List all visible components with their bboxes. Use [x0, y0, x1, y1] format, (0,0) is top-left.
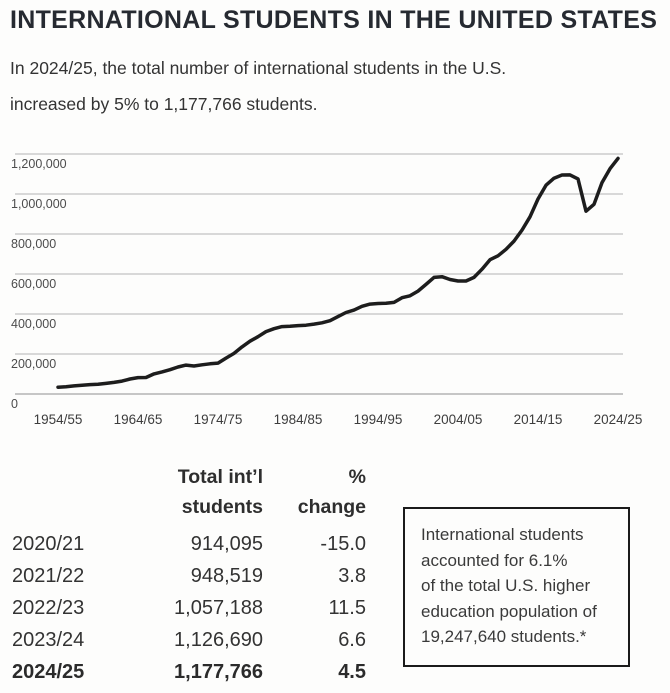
table-cell-change: 3.8	[338, 564, 366, 587]
table-header-change: % change	[297, 466, 366, 518]
table-cell-year: 2024/25	[12, 660, 85, 683]
table-cell-total: 914,095	[190, 532, 263, 555]
table-cell-year: 2023/24	[12, 628, 85, 651]
y-axis-tick-label: 600,000	[11, 277, 56, 291]
y-axis-tick-label: 0	[11, 397, 18, 411]
table-cell-year: 2022/23	[12, 596, 85, 619]
y-axis-tick-label: 1,000,000	[11, 197, 67, 211]
subtitle: In 2024/25, the total number of internat…	[10, 58, 507, 114]
chart-svg: 0 200,000 400,000 600,000 800,000 1,000,000 1,…	[11, 153, 643, 427]
table-cell-total: 1,126,690	[174, 628, 263, 651]
table-cell-change: 6.6	[338, 628, 366, 651]
y-axis-tick-label: 800,000	[11, 237, 56, 251]
y-axis-tick-label: 1,200,000	[11, 157, 67, 171]
students-trend-line	[56, 156, 620, 389]
table-cell-total: 1,057,188	[174, 596, 263, 619]
table-cell-change: 11.5	[328, 596, 366, 619]
x-axis-tick-label: 1984/85	[274, 412, 323, 427]
students-line-chart: 0 200,000 400,000 600,000 800,000 1,000,000 1,…	[0, 140, 670, 435]
x-axis-tick-label: 2004/05	[434, 412, 483, 427]
table-row: 2021/22 948,519 3.8	[12, 560, 366, 592]
callout-text: International students accounted for 6.1…	[421, 525, 597, 646]
table-cell-year: 2020/21	[12, 532, 85, 555]
table-header-year	[12, 462, 102, 522]
x-axis-tick-label: 2024/25	[594, 412, 643, 427]
table-row: 2020/21 914,095 -15.0	[12, 528, 366, 560]
table-row-current-year: 2024/25 1,177,766 4.5	[12, 656, 366, 688]
table-row: 2023/24 1,126,690 6.6	[12, 624, 366, 656]
table-header-row: Total int’l students % change	[12, 462, 366, 522]
x-axis-tick-label: 1954/55	[34, 412, 83, 427]
table-cell-change: 4.5	[338, 660, 366, 683]
table-cell-year: 2021/22	[12, 564, 85, 587]
table-cell-total: 948,519	[190, 564, 263, 587]
x-axis-tick-label: 2014/15	[514, 412, 563, 427]
y-axis-tick-label: 400,000	[11, 317, 56, 331]
page-title: INTERNATIONAL STUDENTS IN THE UNITED STA…	[10, 6, 658, 34]
callout-box: International students accounted for 6.1…	[403, 507, 630, 667]
x-axis-tick-label: 1974/75	[194, 412, 243, 427]
y-axis-tick-label: 200,000	[11, 357, 56, 371]
table-row: 2022/23 1,057,188 11.5	[12, 592, 366, 624]
table-cell-change: -15.0	[320, 532, 366, 555]
x-axis-tick-label: 1964/65	[114, 412, 163, 427]
table-header-total: Total int’l students	[177, 466, 263, 518]
enrollment-table: Total int’l students % change 2020/21 91…	[12, 462, 366, 688]
table-cell-total: 1,177,766	[174, 660, 263, 683]
x-axis-tick-label: 1994/95	[354, 412, 403, 427]
